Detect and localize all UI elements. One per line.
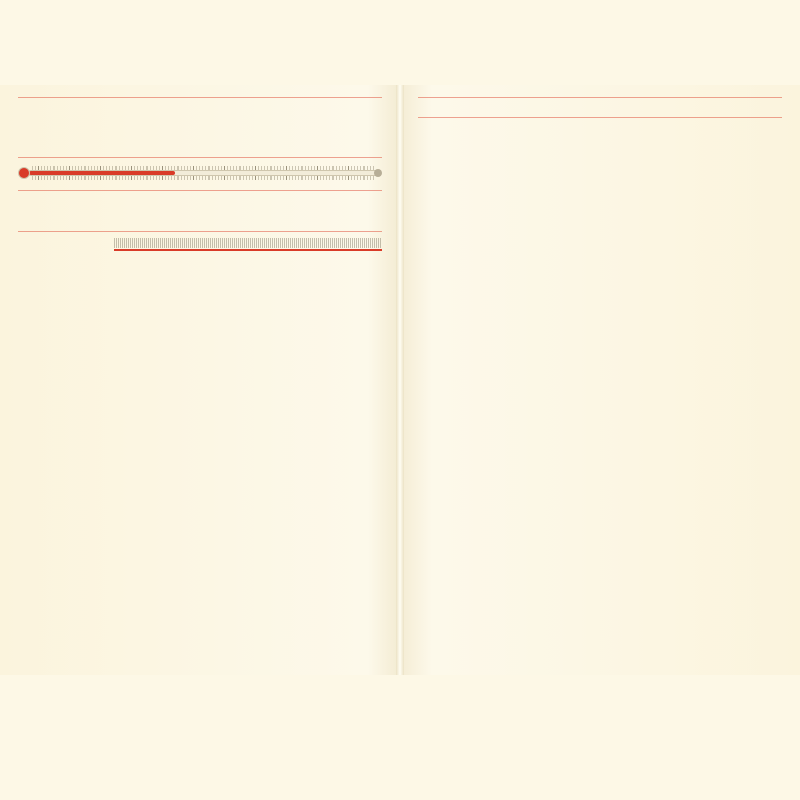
barcode-bars: [18, 105, 136, 139]
section-divider: [418, 117, 782, 118]
page-gutter: [396, 85, 404, 675]
pressure-ruler: [114, 238, 382, 254]
pressure-section: [18, 231, 382, 266]
thermometer-hatch-top: [32, 166, 374, 170]
barcode-image: [18, 105, 136, 142]
thermometer-cap: [374, 169, 382, 177]
page-spread: [0, 85, 800, 675]
kcal-section: [418, 117, 782, 125]
speed-bar-graph: [114, 197, 382, 219]
section-divider: [418, 97, 782, 98]
thermometer-bulb: [18, 167, 30, 179]
ruler-ticks: [114, 238, 382, 248]
section-divider: [18, 190, 382, 191]
energy-section: [418, 85, 782, 105]
temperature-section: [18, 157, 382, 181]
thermometer-fill: [29, 171, 175, 175]
ruler-redline: [114, 249, 382, 251]
thermometer-hatch-bottom: [32, 176, 374, 180]
thermometer: [18, 166, 382, 180]
left-page: [0, 85, 400, 675]
section-divider: [18, 157, 382, 158]
speed-section: [18, 190, 382, 222]
section-divider: [18, 231, 382, 232]
barcode-section: [18, 85, 382, 142]
section-divider: [18, 97, 382, 98]
right-page: [400, 85, 800, 675]
